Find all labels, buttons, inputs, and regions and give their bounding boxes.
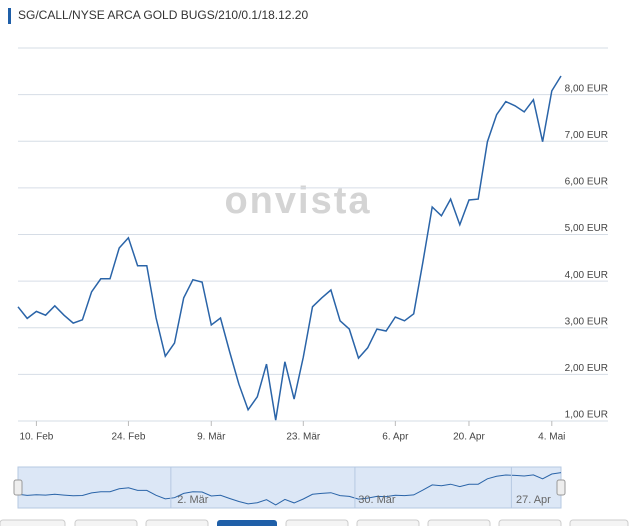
navigator-label: 30. Mär xyxy=(358,494,396,506)
price-line xyxy=(17,75,562,421)
y-tick-label: 2,00 EUR xyxy=(565,363,608,374)
navigator-handle[interactable] xyxy=(556,479,566,496)
navigator[interactable] xyxy=(17,466,562,509)
range-button[interactable] xyxy=(145,519,209,526)
y-tick-label: 1,00 EUR xyxy=(565,410,608,421)
y-tick-label: 7,00 EUR xyxy=(565,130,608,141)
x-tick-label: 24. Feb xyxy=(111,432,145,443)
x-tick-label: 9. Mär xyxy=(197,432,226,443)
navigator-label: 2. Mär xyxy=(177,494,209,506)
range-button[interactable] xyxy=(74,519,138,526)
chart-title: SG/CALL/NYSE ARCA GOLD BUGS/210/0.1/18.1… xyxy=(18,8,308,22)
x-tick-label: 4. Mai xyxy=(538,432,565,443)
navigator-line xyxy=(17,472,562,506)
range-button[interactable] xyxy=(285,519,349,526)
range-button[interactable] xyxy=(427,519,491,526)
navigator-handle[interactable] xyxy=(13,479,23,496)
watermark: onvista xyxy=(224,180,371,222)
range-button[interactable] xyxy=(356,519,420,526)
range-button[interactable] xyxy=(0,519,66,526)
range-button[interactable] xyxy=(498,519,562,526)
y-tick-label: 5,00 EUR xyxy=(565,223,608,234)
title-marker xyxy=(8,8,11,24)
range-button-active[interactable] xyxy=(217,520,277,526)
y-tick-label: 4,00 EUR xyxy=(565,270,608,281)
x-tick-label: 23. Mär xyxy=(286,432,321,443)
range-button[interactable] xyxy=(569,519,629,526)
y-tick-label: 3,00 EUR xyxy=(565,316,608,327)
y-tick-label: 8,00 EUR xyxy=(565,83,608,94)
x-tick-label: 20. Apr xyxy=(453,432,485,443)
x-tick-label: 10. Feb xyxy=(19,432,53,443)
navigator-label: 27. Apr xyxy=(516,494,551,506)
y-tick-label: 6,00 EUR xyxy=(565,177,608,188)
x-tick-label: 6. Apr xyxy=(382,432,409,443)
